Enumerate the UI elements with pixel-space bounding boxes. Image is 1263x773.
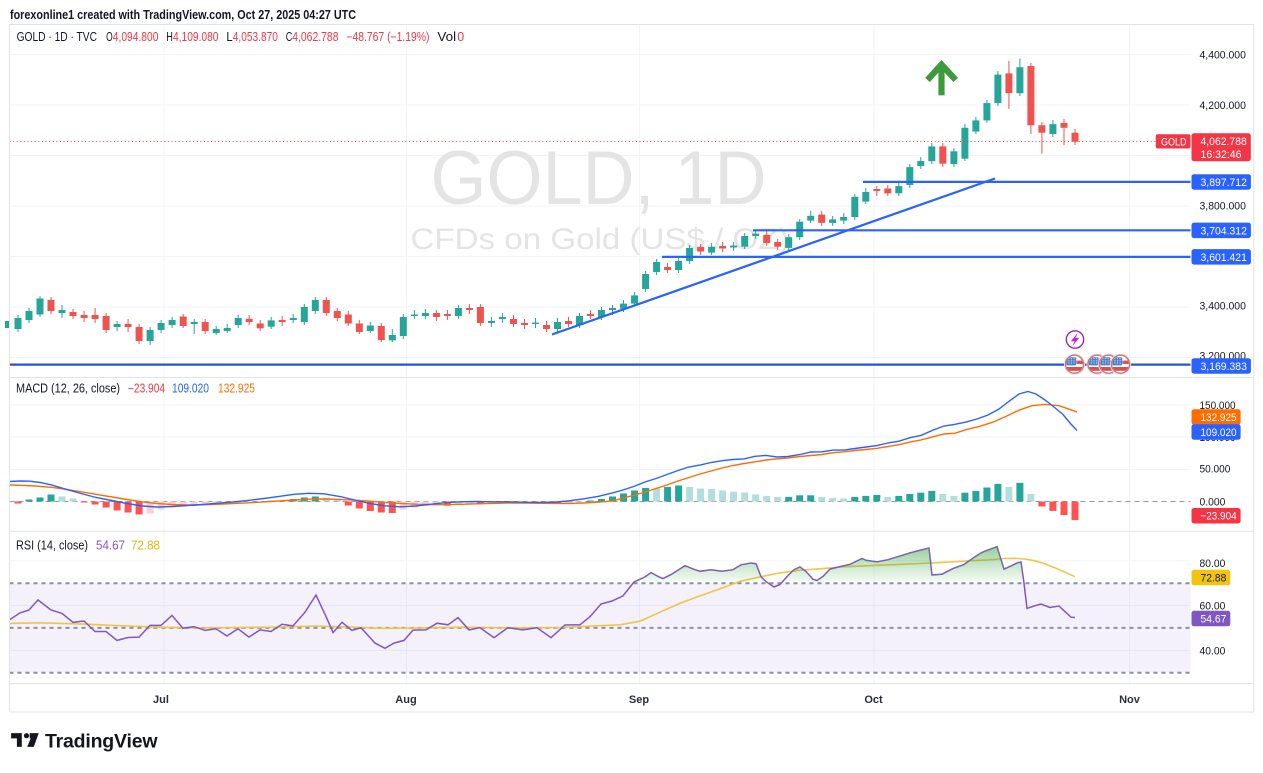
svg-text:GOLD: GOLD — [1161, 136, 1187, 148]
svg-text:Oct: Oct — [864, 694, 883, 706]
svg-text:RSI (14, close): RSI (14, close) — [16, 539, 88, 553]
svg-text:H: H — [166, 30, 173, 44]
svg-text:TradingView: TradingView — [45, 730, 158, 752]
svg-text:CFDs on Gold (US$ / OZ): CFDs on Gold (US$ / OZ) — [411, 223, 790, 256]
svg-text:0: 0 — [457, 30, 464, 44]
svg-text:150.000: 150.000 — [1200, 400, 1236, 412]
svg-text:3,169.383: 3,169.383 — [1201, 361, 1247, 373]
svg-text:3,897.712: 3,897.712 — [1201, 177, 1247, 189]
svg-text:Nov: Nov — [1119, 694, 1141, 706]
svg-text:4,400.000: 4,400.000 — [1200, 50, 1246, 62]
svg-text:Aug: Aug — [395, 694, 416, 706]
svg-text:forexonline1 created with Trad: forexonline1 created with TradingView.co… — [10, 7, 357, 22]
svg-text:0.000: 0.000 — [1200, 497, 1226, 509]
svg-text:Jul: Jul — [153, 694, 169, 706]
svg-text:3,800.000: 3,800.000 — [1200, 201, 1246, 213]
svg-text:109.020: 109.020 — [172, 382, 209, 396]
svg-text:80.00: 80.00 — [1200, 558, 1226, 570]
svg-text:−48.767 (−1.19%): −48.767 (−1.19%) — [346, 30, 429, 44]
svg-text:72.88: 72.88 — [131, 539, 160, 553]
svg-text:4,200.000: 4,200.000 — [1200, 100, 1246, 112]
svg-text:Sep: Sep — [629, 694, 649, 706]
svg-text:3,601.421: 3,601.421 — [1201, 252, 1247, 264]
svg-text:GOLD, 1D: GOLD, 1D — [431, 136, 767, 221]
svg-text:60.00: 60.00 — [1200, 601, 1226, 613]
svg-text:132.925: 132.925 — [1201, 412, 1237, 424]
svg-text:Vol: Vol — [437, 30, 456, 44]
svg-text:4,109.080: 4,109.080 — [173, 30, 219, 44]
svg-text:4,062.788: 4,062.788 — [1201, 136, 1247, 148]
svg-text:−23.904: −23.904 — [128, 382, 165, 396]
svg-text:−23.904: −23.904 — [1201, 511, 1237, 523]
svg-text:54.67: 54.67 — [96, 539, 125, 553]
svg-text:4,053.870: 4,053.870 — [233, 30, 278, 44]
svg-text:O: O — [106, 30, 113, 44]
svg-text:3,704.312: 3,704.312 — [1201, 225, 1247, 237]
svg-text:4,062.788: 4,062.788 — [292, 30, 338, 44]
svg-text:MACD (12, 26, close): MACD (12, 26, close) — [16, 382, 120, 396]
svg-text:40.00: 40.00 — [1200, 645, 1226, 657]
svg-text:50.000: 50.000 — [1200, 463, 1231, 475]
svg-text:54.67: 54.67 — [1201, 614, 1227, 626]
svg-text:16:32:46: 16:32:46 — [1201, 149, 1242, 161]
svg-text:72.88: 72.88 — [1201, 573, 1227, 585]
svg-text:GOLD · 1D · TVC: GOLD · 1D · TVC — [17, 30, 97, 44]
svg-text:4,094.800: 4,094.800 — [113, 30, 159, 44]
svg-text:3,400.000: 3,400.000 — [1200, 301, 1246, 313]
svg-text:109.020: 109.020 — [1201, 427, 1237, 439]
svg-text:C: C — [286, 30, 293, 44]
svg-text:132.925: 132.925 — [218, 382, 255, 396]
svg-text:L: L — [226, 30, 232, 44]
